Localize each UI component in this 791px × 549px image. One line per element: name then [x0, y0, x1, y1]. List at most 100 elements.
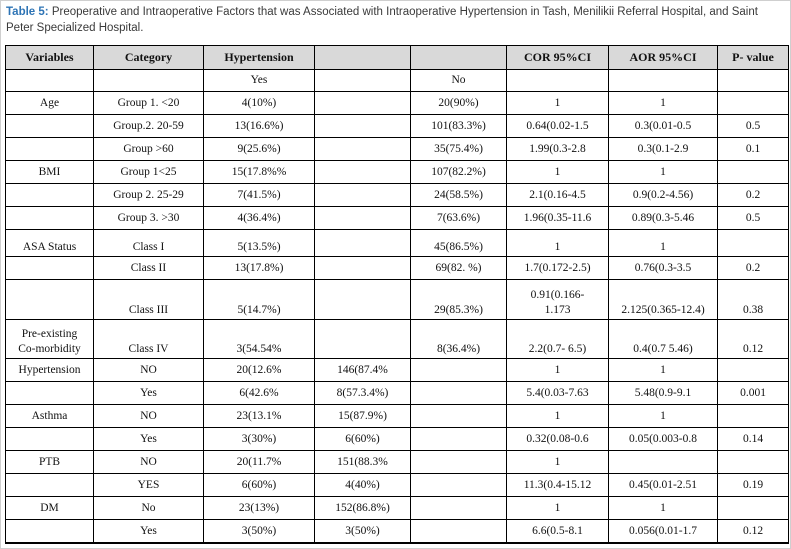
table-cell: 4(10%): [203, 91, 315, 116]
table-cell: Class I: [93, 229, 204, 258]
table-cell: Group.2. 20-59: [93, 114, 204, 139]
table-cell: 1: [506, 496, 609, 521]
table-cell: [410, 404, 507, 429]
table-cell: [5, 183, 94, 208]
table-cell: 0.64(0.02-1.5: [506, 114, 609, 139]
table-cell: 152(86.8%): [314, 496, 411, 521]
table-cell: Group 1<25: [93, 160, 204, 185]
table-cell: 146(87.4%: [314, 358, 411, 383]
table-cell: ASA Status: [5, 229, 94, 258]
column-header-category: Category: [93, 45, 204, 71]
table-row: Group 3. >30 4(36.4%) 7(63.6%) 1.96(0.35-11…: [5, 206, 789, 231]
table-row: Pre-existing Co-morbidity Class IV 3(54.54…: [5, 319, 789, 360]
table-cell: 3(54.54%: [203, 319, 315, 360]
table-caption: Table 5: Preoperative and Intraoperative…: [6, 5, 782, 36]
table-cell: [410, 473, 507, 498]
table-cell: 0.45(0.01-2.51: [608, 473, 718, 498]
table-row: BMI Group 1<25 15(17.8%% 107(82.2%) 1 1: [5, 160, 789, 185]
table-row: Yes 6(42.6% 8(57.3.4%) 5.4(0.03-7.63 5.48(0.…: [5, 381, 789, 406]
table-cell: 0.9(0.2-4.56): [608, 183, 718, 208]
table-cell: [5, 69, 94, 93]
table-cell: Yes: [93, 381, 204, 406]
table-cell: 1.96(0.35-11.6: [506, 206, 609, 231]
table-cell: 3(30%): [203, 427, 315, 452]
table-cell: 69(82. %): [410, 256, 507, 281]
table-cell: [314, 206, 411, 231]
table-cell: Class IV: [93, 319, 204, 360]
table-cell: [5, 473, 94, 498]
table-cell: 6(60%): [203, 473, 315, 498]
table-cell: 1: [506, 404, 609, 429]
table-cell: [93, 69, 204, 93]
table-cell: No: [410, 69, 507, 93]
table-cell: [717, 404, 789, 429]
table-cell: 107(82.2%): [410, 160, 507, 185]
table-cell: [608, 69, 718, 93]
table-cell: 6(60%): [314, 427, 411, 452]
table-cell: 3(50%): [203, 519, 315, 544]
table-cell: 0.38: [717, 279, 789, 321]
table-cell: [410, 381, 507, 406]
table-row: Age Group 1. <20 4(10%) 20(90%) 1 1: [5, 91, 789, 116]
table-cell: [717, 229, 789, 258]
table-cell: [314, 256, 411, 281]
table-cell: 4(40%): [314, 473, 411, 498]
table-cell: 4(36.4%): [203, 206, 315, 231]
table-cell: [314, 91, 411, 116]
table-cell: 0.14: [717, 427, 789, 452]
table-row: YES 6(60%) 4(40%) 11.3(0.4-15.12 0.45(0.01-2…: [5, 473, 789, 498]
table-cell: 1: [608, 160, 718, 185]
table-cell: [314, 183, 411, 208]
table-cell: 0.5: [717, 114, 789, 139]
table-row: Class III 5(14.7%) 29(85.3%) 0.91(0.166- 1.…: [5, 279, 789, 321]
table-cell: 0.056(0.01-1.7: [608, 519, 718, 544]
table-cell: [506, 69, 609, 93]
table-cell: 1: [608, 229, 718, 258]
table-cell: NO: [93, 358, 204, 383]
table-cell: [410, 519, 507, 544]
table-cell: 20(90%): [410, 91, 507, 116]
table-cell: 1: [608, 358, 718, 383]
table-cell: Group 1. <20: [93, 91, 204, 116]
table-cell: Yes: [93, 427, 204, 452]
table-cell: Yes: [93, 519, 204, 544]
table-caption-label: Table 5:: [6, 6, 49, 18]
table-row: Hypertension NO 20(12.6% 146(87.4% 1 1: [5, 358, 789, 383]
table-cell: 2.2(0.7- 6.5): [506, 319, 609, 360]
table-cell: Group >60: [93, 137, 204, 162]
table-caption-text: Preoperative and Intraoperative Factors …: [6, 6, 758, 34]
table-cell: Yes: [203, 69, 315, 93]
column-header-aor-95-ci: AOR 95%CI: [608, 45, 718, 71]
table-cell: 0.89(0.3-5.46: [608, 206, 718, 231]
table-cell: Class III: [93, 279, 204, 321]
table-cell: 0.001: [717, 381, 789, 406]
table-cell: 151(88.3%: [314, 450, 411, 475]
table-cell: 0.3(0.01-0.5: [608, 114, 718, 139]
table-cell: 1: [506, 91, 609, 116]
table-cell: 6.6(0.5-8.1: [506, 519, 609, 544]
table-cell: [314, 229, 411, 258]
table-cell: [717, 358, 789, 383]
factors-table: Variables Category Hypertension COR 95%CI AO…: [5, 45, 789, 544]
table-cell: 24(58.5%): [410, 183, 507, 208]
table-cell: 1: [506, 450, 609, 475]
column-header-cor-95-ci: COR 95%CI: [506, 45, 609, 71]
table-cell: 1: [608, 91, 718, 116]
table-row: PTB NO 20(11.7% 151(88.3% 1: [5, 450, 789, 475]
table-cell: 15(17.8%%: [203, 160, 315, 185]
table-cell: [717, 69, 789, 93]
table-cell: 20(11.7%: [203, 450, 315, 475]
table-cell: [410, 496, 507, 521]
table-cell: 3(50%): [314, 519, 411, 544]
table-cell: 13(16.6%): [203, 114, 315, 139]
table-cell: 0.5: [717, 206, 789, 231]
table-cell: No: [93, 496, 204, 521]
table-row: Yes No: [5, 69, 789, 93]
table-cell: [410, 358, 507, 383]
column-header-hypertension: Hypertension: [203, 45, 315, 71]
table-cell: 0.12: [717, 319, 789, 360]
table-cell: [314, 319, 411, 360]
table-cell: 7(41.5%): [203, 183, 315, 208]
table-row: DM No 23(13%) 152(86.8%) 1 1: [5, 496, 789, 521]
